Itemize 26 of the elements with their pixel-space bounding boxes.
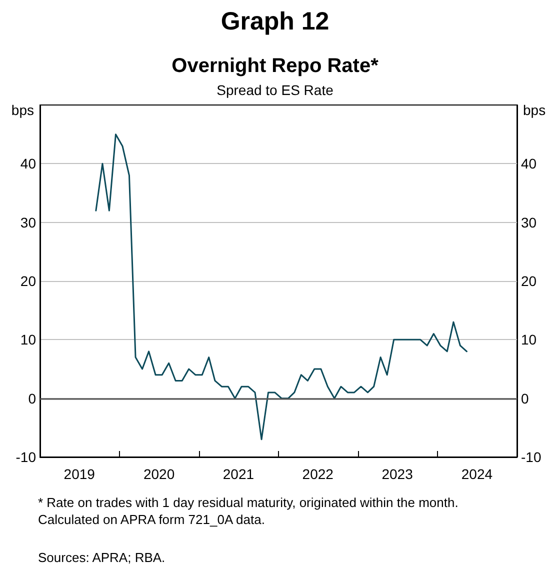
chart-title: Graph 12 xyxy=(220,8,330,36)
x-tick-label: 2020 xyxy=(143,466,175,482)
y-tick-label: 0 xyxy=(28,390,36,406)
y2-tick-label: -10 xyxy=(521,449,542,465)
y2-tick-label: 30 xyxy=(521,214,537,230)
y-tick-label: 30 xyxy=(20,214,36,230)
source-note: Sources: APRA; RBA. xyxy=(38,550,166,565)
y2-tick-label: 0 xyxy=(521,390,529,406)
chart-subtitle: Overnight Repo Rate* xyxy=(172,55,379,77)
text: Spread to ES Rate xyxy=(216,82,334,98)
y2-axis-title: bps xyxy=(523,102,546,118)
y-tick-label: 20 xyxy=(20,273,36,289)
x-tick-label: 2024 xyxy=(461,466,493,482)
y-tick-label: 10 xyxy=(20,332,36,348)
y-axis-title: bps xyxy=(11,102,34,118)
x-tick-label: 2021 xyxy=(222,466,254,482)
x-tick-label: 2019 xyxy=(64,466,96,482)
y-tick-label: 40 xyxy=(20,156,36,172)
y2-tick-label: 20 xyxy=(521,273,537,289)
y2-tick-label: 40 xyxy=(521,156,537,172)
y-tick-label: -10 xyxy=(16,449,36,465)
y2-tick-label: 10 xyxy=(521,332,537,348)
line-series xyxy=(95,134,468,440)
x-tick-label: 2022 xyxy=(302,466,334,482)
text: * Rate on trades with 1 day residual maturity, originated within the month. Calculated on APRA form 721_0A data. xyxy=(38,495,462,527)
x-tick-label: 2023 xyxy=(382,466,414,482)
